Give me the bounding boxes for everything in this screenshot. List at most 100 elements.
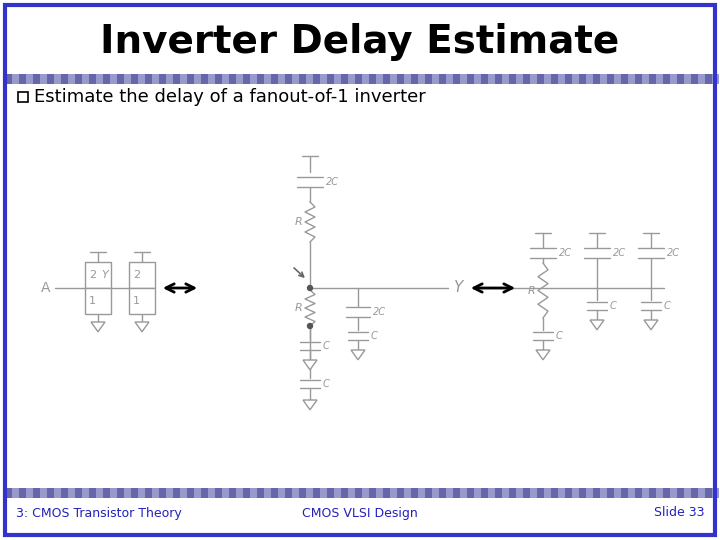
Bar xyxy=(488,488,495,498)
Text: CMOS VLSI Design: CMOS VLSI Design xyxy=(302,507,418,519)
Bar xyxy=(425,488,432,498)
Bar xyxy=(236,488,243,498)
Bar xyxy=(320,74,327,84)
Bar xyxy=(271,488,278,498)
Bar xyxy=(705,74,712,84)
Text: 2C: 2C xyxy=(326,177,339,187)
Bar xyxy=(488,74,495,84)
Bar xyxy=(180,74,187,84)
Bar xyxy=(432,488,439,498)
Bar xyxy=(516,488,523,498)
Text: 1: 1 xyxy=(89,296,96,306)
Bar xyxy=(166,488,173,498)
Bar xyxy=(691,488,698,498)
Text: C: C xyxy=(323,379,330,389)
Bar xyxy=(677,488,684,498)
Text: C: C xyxy=(664,301,671,311)
Text: R: R xyxy=(294,217,302,227)
Bar xyxy=(530,74,537,84)
Text: Y: Y xyxy=(101,270,108,280)
Bar xyxy=(85,262,111,288)
Text: 2C: 2C xyxy=(373,307,386,317)
Bar xyxy=(649,74,656,84)
Bar xyxy=(432,74,439,84)
Text: 2: 2 xyxy=(133,270,140,280)
Bar xyxy=(348,74,355,84)
Bar xyxy=(677,74,684,84)
Bar xyxy=(208,74,215,84)
Bar xyxy=(257,488,264,498)
Bar xyxy=(145,74,152,84)
Bar xyxy=(705,488,712,498)
Bar xyxy=(299,74,306,84)
Bar xyxy=(215,488,222,498)
Bar xyxy=(33,488,40,498)
Bar xyxy=(285,74,292,84)
Bar xyxy=(530,488,537,498)
Bar xyxy=(460,488,467,498)
Bar xyxy=(579,74,586,84)
Bar xyxy=(453,74,460,84)
Bar xyxy=(250,488,257,498)
Bar xyxy=(670,74,677,84)
Bar xyxy=(313,488,320,498)
Bar xyxy=(467,74,474,84)
Text: C: C xyxy=(556,331,563,341)
Bar xyxy=(341,488,348,498)
Polygon shape xyxy=(91,322,105,332)
Bar xyxy=(698,74,705,84)
Text: 3: CMOS Transistor Theory: 3: CMOS Transistor Theory xyxy=(16,507,181,519)
Bar xyxy=(397,74,404,84)
Bar xyxy=(18,92,28,102)
Bar xyxy=(264,488,271,498)
Bar xyxy=(243,74,250,84)
Bar xyxy=(663,74,670,84)
Bar xyxy=(502,74,509,84)
Bar xyxy=(565,488,572,498)
Bar xyxy=(145,488,152,498)
Bar xyxy=(607,74,614,84)
Polygon shape xyxy=(351,350,365,360)
Bar xyxy=(558,488,565,498)
Polygon shape xyxy=(590,320,604,330)
Bar xyxy=(425,74,432,84)
Text: 2: 2 xyxy=(89,270,96,280)
Bar xyxy=(362,488,369,498)
Bar xyxy=(467,488,474,498)
Bar xyxy=(68,488,75,498)
Bar xyxy=(19,488,26,498)
Bar xyxy=(348,488,355,498)
Bar xyxy=(334,74,341,84)
Bar xyxy=(376,488,383,498)
Bar xyxy=(61,488,68,498)
Bar xyxy=(537,488,544,498)
Bar xyxy=(523,74,530,84)
Bar xyxy=(600,74,607,84)
Bar xyxy=(593,74,600,84)
Bar xyxy=(474,74,481,84)
Bar xyxy=(439,74,446,84)
Bar xyxy=(537,74,544,84)
Bar xyxy=(376,74,383,84)
Bar xyxy=(166,74,173,84)
Bar xyxy=(481,488,488,498)
Bar xyxy=(110,488,117,498)
Bar xyxy=(621,488,628,498)
Bar xyxy=(614,74,621,84)
Bar xyxy=(129,262,155,288)
Bar xyxy=(628,488,635,498)
Bar xyxy=(516,74,523,84)
Text: Estimate the delay of a fanout-of-1 inverter: Estimate the delay of a fanout-of-1 inve… xyxy=(34,88,426,106)
Bar xyxy=(383,488,390,498)
Bar xyxy=(355,488,362,498)
Bar xyxy=(390,488,397,498)
Bar xyxy=(131,74,138,84)
Bar xyxy=(173,74,180,84)
Text: 2C: 2C xyxy=(559,248,572,258)
Text: Inverter Delay Estimate: Inverter Delay Estimate xyxy=(100,23,620,61)
Bar xyxy=(40,74,47,84)
Bar xyxy=(460,74,467,84)
Bar xyxy=(600,488,607,498)
Bar xyxy=(586,488,593,498)
Bar xyxy=(635,74,642,84)
